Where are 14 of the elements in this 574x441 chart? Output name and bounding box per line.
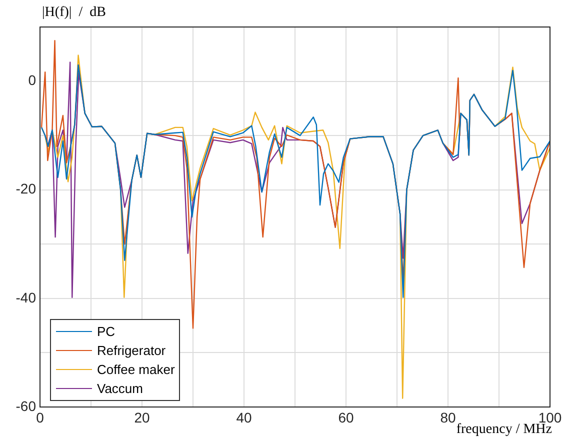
x-tick-label: 60 [338,409,354,426]
y-tick-label: 0 [28,72,36,88]
y-tick-label: -60 [16,398,36,414]
y-tick-label: -40 [16,289,36,306]
legend-label: PC [97,324,116,339]
x-axis-title: frequency / MHz [456,422,552,438]
legend-label: Vaccum [97,381,143,396]
y-tick-label: -20 [16,180,36,197]
x-tick-label: 40 [236,409,252,426]
legend-label: Coffee maker [97,362,175,377]
y-axis-title: |H(f)| / dB [42,5,106,21]
x-tick-label: 20 [134,409,150,426]
legend-label: Refrigerator [97,343,166,358]
x-tick-label: 80 [440,409,456,426]
